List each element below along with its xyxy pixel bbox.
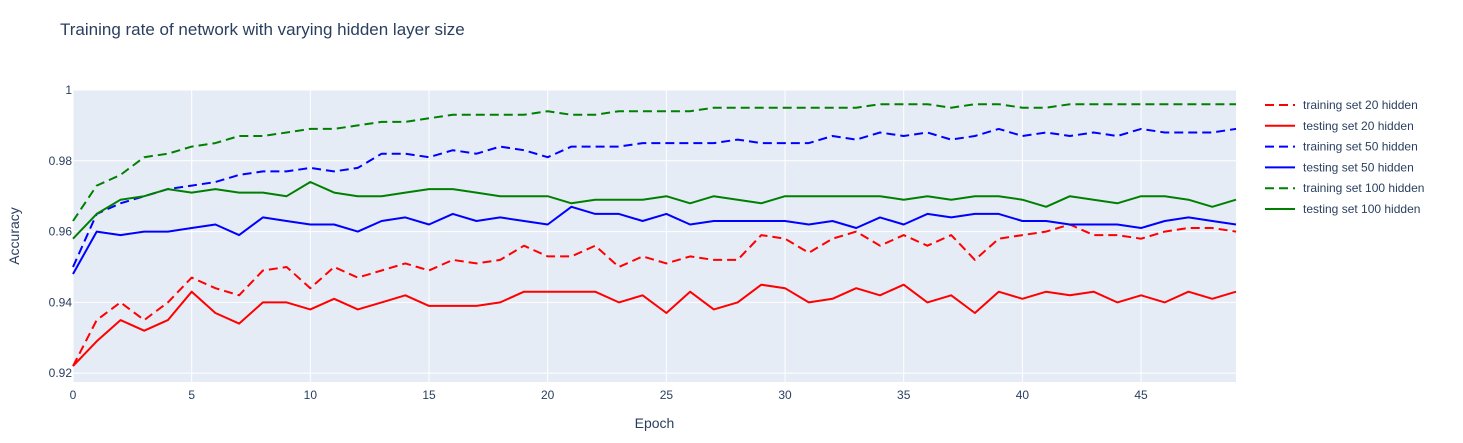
legend-item-label: training set 20 hidden: [1303, 98, 1418, 112]
y-axis-ticks: 0.92 0.94 0.96 0.98 1: [49, 83, 73, 380]
legend: training set 20 hidden testing set 20 hid…: [1265, 98, 1424, 216]
series-line-testing-set-20-hidden: [72, 283, 1237, 367]
plot-area: [73, 90, 1236, 382]
x-tick-label: 25: [660, 388, 674, 402]
legend-item-label: training set 50 hidden: [1303, 140, 1418, 154]
x-tick-label: 35: [897, 388, 911, 402]
x-tick-label: 40: [1016, 388, 1030, 402]
series-lines: [72, 103, 1237, 367]
y-tick-label: 0.94: [49, 295, 73, 309]
series-line-testing-set-100-hidden: [72, 181, 1237, 240]
series-line-training-set-50-hidden: [72, 127, 1237, 268]
x-tick-label: 30: [778, 388, 792, 402]
chart-title: Training rate of network with varying hi…: [60, 20, 465, 39]
x-axis-title: Epoch: [635, 415, 675, 431]
x-tick-label: 10: [304, 388, 318, 402]
x-tick-label: 45: [1134, 388, 1148, 402]
x-axis-ticks: 0 5 10 15 20 25 30 35 40 45: [70, 388, 1148, 402]
series-line-testing-set-50-hidden: [72, 205, 1237, 275]
y-tick-label: 1: [65, 83, 72, 97]
y-tick-label: 0.92: [49, 366, 73, 380]
x-tick-label: 20: [541, 388, 555, 402]
y-tick-label: 0.96: [49, 225, 73, 239]
legend-item-label: testing set 100 hidden: [1303, 202, 1420, 216]
x-tick-label: 0: [70, 388, 77, 402]
y-tick-label: 0.98: [49, 154, 73, 168]
series-line-training-set-100-hidden: [72, 103, 1236, 222]
series-line-training-set-20-hidden: [72, 223, 1237, 367]
x-tick-label: 15: [422, 388, 436, 402]
y-axis-title: Accuracy: [6, 207, 22, 265]
legend-item-label: testing set 50 hidden: [1303, 160, 1414, 174]
legend-item-label: testing set 20 hidden: [1303, 119, 1414, 133]
legend-item-label: training set 100 hidden: [1303, 181, 1424, 195]
x-tick-label: 5: [188, 388, 195, 402]
